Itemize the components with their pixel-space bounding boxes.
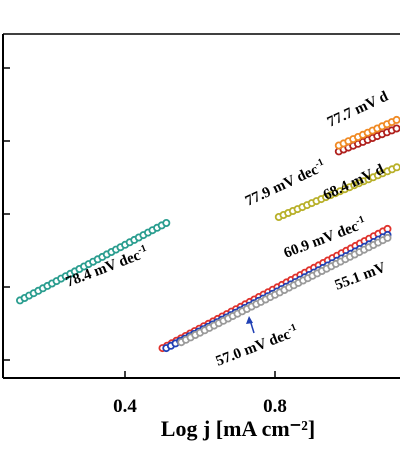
annotation-arrowhead-57-0 [246,316,253,324]
annotation-68-4: 68.4 mV d [321,161,387,203]
x-tick-label: 0.4 [113,396,137,417]
x-axis-title: Log j [mA cm⁻²] [161,416,315,441]
data-point [392,163,400,172]
x-ticks: 0.4 0.8 [113,371,287,417]
annotation-layer: 78.4 mV dec-1 57.0 mV dec-1 60.9 mV dec-… [64,88,392,370]
data-point [392,115,400,124]
data-point [383,233,392,242]
series-4 [274,163,400,221]
series-0 [15,218,171,305]
y-ticks [3,67,10,361]
series-3 [177,233,392,347]
data-point [162,218,171,227]
series-layer [15,115,400,353]
data-point [392,124,400,133]
plot-area: 0.4 0.8 78.4 mV dec-1 57.0 mV dec-1 60.9 … [2,33,400,417]
series-6 [334,115,400,150]
annotation-57-0: 57.0 mV dec-1 [213,322,300,370]
x-tick-label: 0.8 [263,396,287,417]
